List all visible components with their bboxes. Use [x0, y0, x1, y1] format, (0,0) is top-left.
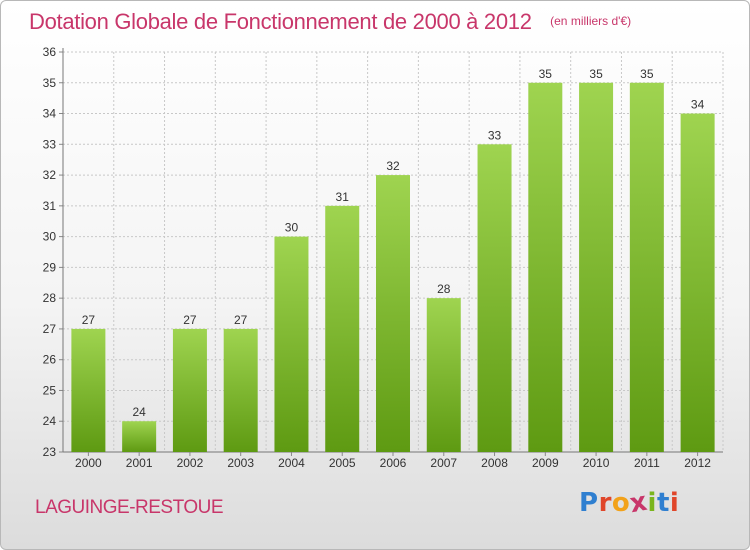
bar-2006	[376, 175, 410, 453]
y-tick-label: 29	[43, 260, 57, 274]
data-labels: 27 24 27 27 30 31 32 28 33 35 35 35 34	[82, 67, 705, 419]
y-tick-label: 35	[43, 76, 57, 90]
data-label: 32	[386, 159, 400, 173]
bar-2000	[71, 328, 106, 452]
y-tick-label: 26	[43, 353, 57, 367]
logo-letter: i	[647, 488, 657, 518]
logo-letter: t	[656, 488, 670, 518]
y-tick-label: 36	[43, 45, 57, 59]
y-tick-label: 25	[43, 383, 57, 397]
logo-letter: r	[598, 488, 612, 518]
data-label: 27	[82, 313, 96, 327]
data-label: 35	[539, 67, 553, 81]
bar-2003	[223, 328, 258, 452]
x-tick-label: 2002	[177, 456, 204, 470]
logo-letter: o	[611, 488, 631, 518]
bars	[71, 82, 715, 453]
x-tick-label: 2006	[380, 456, 407, 470]
y-tick-label: 23	[43, 445, 57, 459]
x-tick-label: 2007	[430, 456, 457, 470]
data-label: 30	[285, 221, 299, 235]
data-label: 31	[336, 190, 350, 204]
x-tick-label: 2005	[329, 456, 356, 470]
x-tick-label: 2010	[583, 456, 610, 470]
data-label: 28	[437, 282, 451, 296]
logo-letter: i	[669, 488, 680, 518]
bar-2012	[680, 113, 715, 453]
y-tick-label: 24	[43, 414, 57, 428]
bar-2001	[122, 421, 157, 452]
y-tick-label: 27	[43, 322, 57, 336]
bar-2007	[426, 298, 461, 452]
bar-2005	[325, 205, 360, 452]
bar-2002	[172, 328, 207, 452]
y-tick-label: 34	[43, 107, 57, 121]
bar-2009	[528, 82, 563, 453]
y-tick-label: 28	[43, 291, 57, 305]
data-label: 35	[640, 67, 654, 81]
bar-2011	[629, 82, 664, 453]
chart-title: Dotation Globale de Fonctionnement de 20…	[29, 9, 532, 34]
x-tick-label: 2000	[75, 456, 102, 470]
bar-2010	[579, 82, 614, 453]
data-label: 27	[234, 313, 248, 327]
data-label: 35	[589, 67, 603, 81]
data-label: 33	[488, 128, 502, 142]
y-tick-label: 32	[43, 168, 57, 182]
commune-name: LAGUINGE-RESTOUE	[35, 497, 224, 518]
proxiti-logo: Proxiti	[579, 487, 680, 520]
data-label: 24	[132, 405, 146, 419]
x-tick-label: 2003	[227, 456, 254, 470]
data-label: 27	[183, 313, 197, 327]
x-tick-label: 2012	[684, 456, 711, 470]
bar-2004	[274, 236, 309, 452]
x-tick-label: 2001	[126, 456, 153, 470]
y-tick-label: 33	[43, 137, 57, 151]
x-tick-label: 2008	[481, 456, 508, 470]
x-tick-label: 2011	[634, 456, 660, 470]
x-tick-label: 2004	[278, 456, 305, 470]
logo-letter: P	[579, 488, 599, 518]
y-tick-label: 31	[43, 199, 57, 213]
bar-2008	[477, 144, 512, 453]
x-tick-label: 2009	[532, 456, 559, 470]
data-label: 34	[691, 98, 705, 112]
y-tick-label: 30	[43, 230, 57, 244]
chart-subtitle: (en milliers d'€)	[550, 14, 632, 28]
title-row: Dotation Globale de Fonctionnement de 20…	[29, 9, 631, 35]
axes: 23 24 25 26 27 28 29 30 31 32 33 34 35 36 2000 2001 2002…	[43, 45, 723, 470]
